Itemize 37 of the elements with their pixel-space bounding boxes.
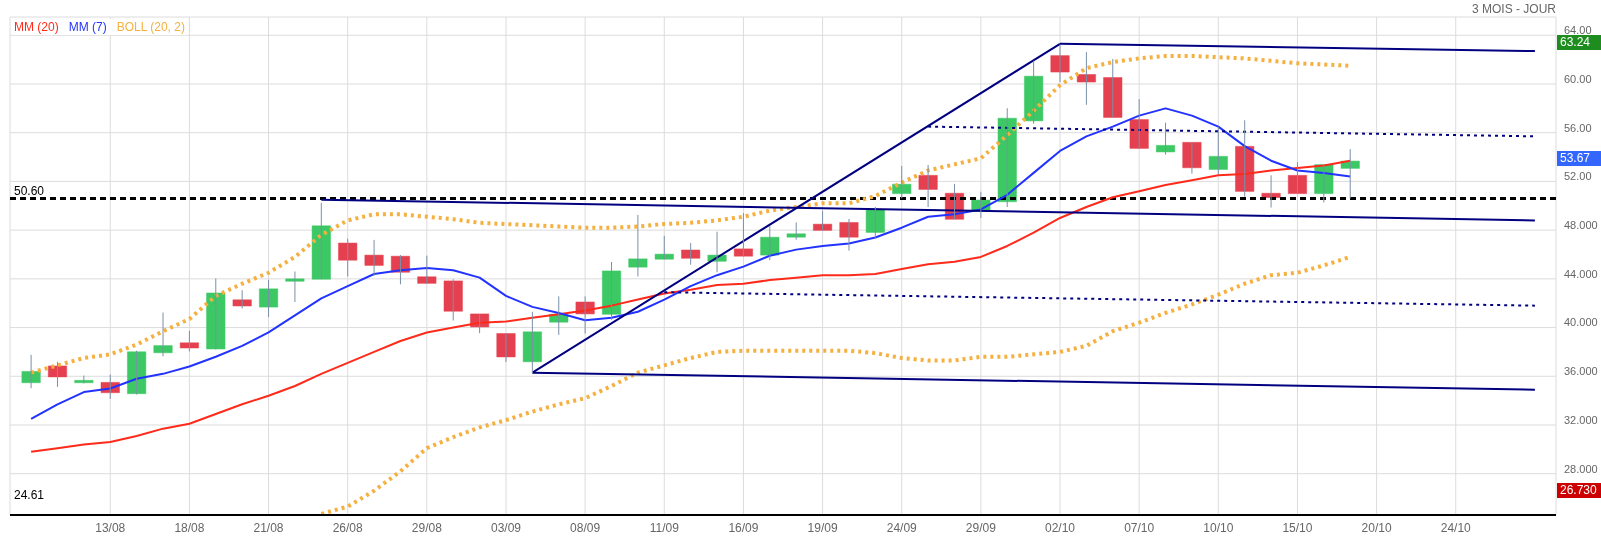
x-tick-label: 24/09	[886, 520, 918, 535]
y-tick-label: 32.000	[1564, 413, 1598, 426]
x-tick-label: 03/09	[490, 520, 522, 535]
chart-subtitle: 3 MOIS - JOUR	[1471, 2, 1556, 16]
annotation: 24.61	[14, 488, 45, 502]
x-tick-label: 16/09	[728, 520, 759, 535]
x-tick-label: 15/10	[1282, 520, 1313, 535]
y-tick-label: 64.00	[1564, 24, 1592, 37]
text: BOLL (20, 2)	[116, 20, 185, 34]
text: MM (7)	[68, 20, 107, 34]
x-tick-label: 18/08	[174, 520, 205, 535]
y-tick-label: 44.000	[1564, 267, 1598, 280]
x-tick-label: 02/10	[1045, 520, 1076, 535]
x-tick-label: 20/10	[1361, 520, 1392, 535]
x-tick-label: 26/08	[332, 520, 364, 535]
x-tick-label: 21/08	[253, 520, 284, 535]
text: 63.24	[1557, 35, 1601, 50]
x-tick-label: 10/10	[1203, 520, 1234, 535]
x-tick-label: 24/10	[1440, 520, 1472, 535]
ref-line-label: 50.60	[14, 183, 45, 198]
x-tick-label: 29/08	[411, 520, 443, 535]
text: 53.67	[1557, 151, 1601, 166]
y-tick-label: 28.000	[1564, 462, 1598, 475]
x-tick-label: 07/10	[1124, 520, 1155, 535]
text: MM (20)	[14, 20, 59, 34]
y-tick-label: 36.000	[1564, 365, 1598, 378]
y-tick-label: 60.00	[1564, 72, 1592, 85]
y-tick-label: 56.00	[1564, 121, 1592, 134]
x-tick-label: 13/08	[95, 520, 126, 535]
x-tick-label: 29/09	[965, 520, 997, 535]
x-tick-label: 11/09	[649, 520, 680, 535]
y-tick-label: 48.000	[1564, 219, 1598, 232]
text: 26.730	[1557, 483, 1601, 498]
y-tick-label: 40.000	[1564, 316, 1598, 329]
y-tick-label: 52.00	[1564, 170, 1592, 183]
x-tick-label: 19/09	[807, 520, 838, 535]
x-tick-label: 08/09	[570, 520, 601, 535]
